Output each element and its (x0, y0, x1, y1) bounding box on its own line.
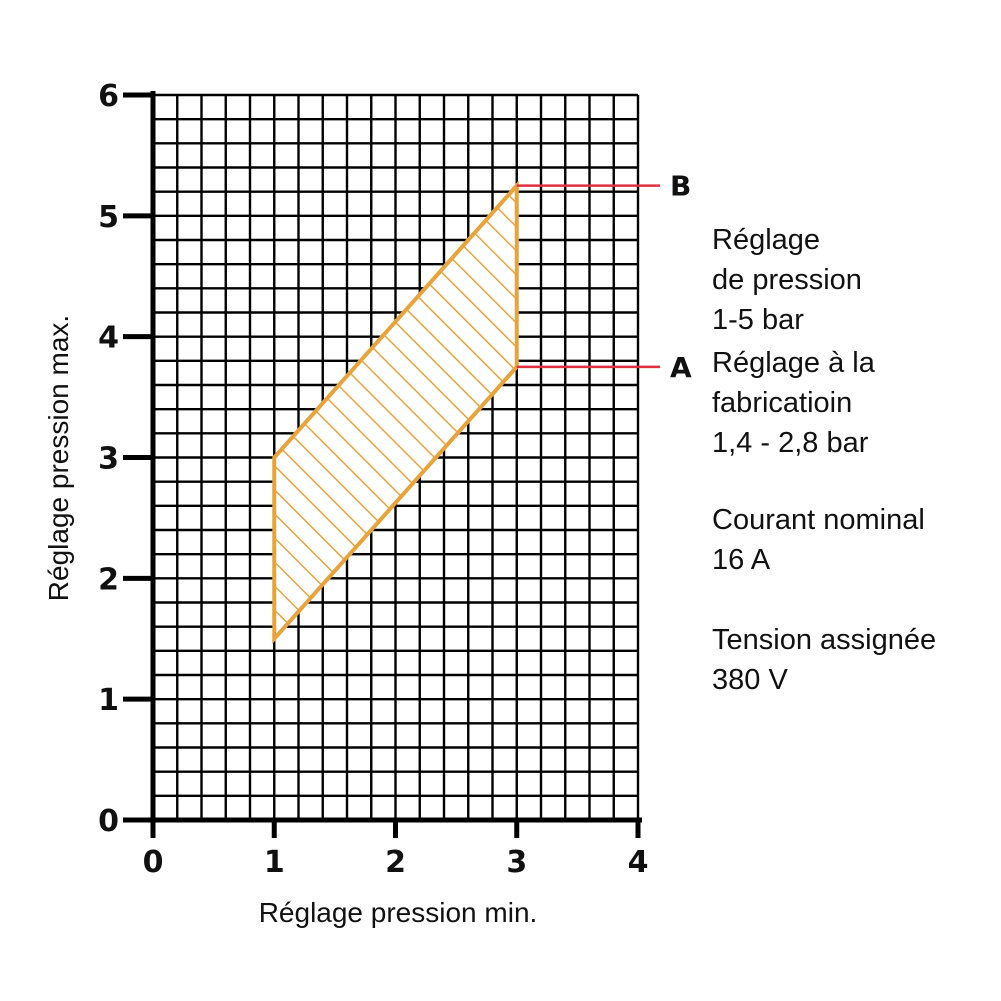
pressure-setting-line-2: de pression (712, 264, 862, 296)
nominal-current-line-1: Courant nominal (712, 504, 925, 536)
tick-labels: 0 1 2 3 4 5 6 0 1 2 3 4 (98, 79, 648, 880)
marker-label-b: B (670, 170, 691, 203)
y-tick-label: 0 (98, 804, 119, 839)
factory-setting-line-1: Réglage à la (712, 347, 875, 379)
markers: BA (516, 170, 692, 384)
factory-setting-line-2: fabricatioin (712, 387, 853, 419)
x-axis-label: Réglage pression min. (259, 897, 538, 928)
nominal-current-line-2: 16 A (712, 544, 771, 576)
nominal-current-note: Courant nominal 16 A (712, 500, 925, 580)
y-tick-label: 4 (98, 321, 119, 356)
y-tick-label: 2 (98, 562, 119, 597)
chart-grid (151, 93, 640, 822)
pressure-setting-note: Réglage de pression 1-5 bar (712, 220, 862, 340)
factory-setting-note: Réglage à la fabricatioin 1,4 - 2,8 bar (712, 343, 875, 463)
y-axis-label: Réglage pression max. (43, 315, 74, 601)
y-tick-label: 6 (98, 79, 119, 114)
pressure-setting-line-1: Réglage (712, 224, 821, 256)
factory-setting-line-3: 1,4 - 2,8 bar (712, 427, 869, 459)
y-tick-label: 1 (98, 683, 119, 718)
y-tick-label: 5 (98, 200, 119, 235)
chart-axes (123, 91, 642, 838)
x-tick-label: 4 (628, 845, 649, 880)
pressure-setting-line-3: 1-5 bar (712, 304, 804, 336)
y-tick-label: 3 (98, 442, 119, 477)
x-tick-label: 0 (143, 845, 164, 880)
region-hatch (274, 185, 517, 639)
x-tick-label: 1 (264, 845, 285, 880)
rated-voltage-line-2: 380 V (712, 664, 788, 696)
x-tick-label: 3 (506, 845, 527, 880)
x-tick-label: 2 (385, 845, 406, 880)
marker-label-a: A (670, 351, 692, 384)
rated-voltage-line-1: Tension assignée (712, 624, 937, 656)
rated-voltage-note: Tension assignée 380 V (712, 620, 936, 700)
